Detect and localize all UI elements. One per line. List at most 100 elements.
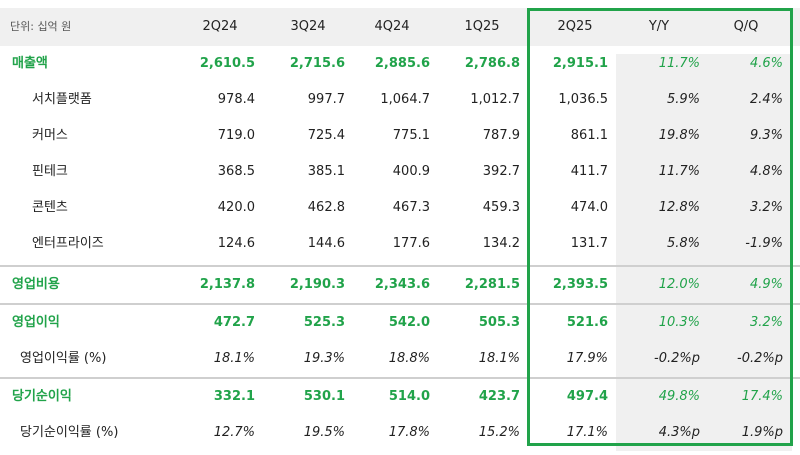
cell-yoy: 19.8% (658, 128, 700, 143)
cell-3q24: 19.3% (303, 351, 345, 366)
cell-1q25: 18.1% (478, 351, 520, 366)
cell-2q24: 332.1 (213, 389, 255, 404)
cell-yoy: 11.7% (658, 56, 700, 71)
cell-4q24: 18.8% (388, 351, 430, 366)
cell-2q25: 521.6 (566, 315, 608, 330)
cell-2q25: 17.9% (566, 351, 608, 366)
cell-2q24: 12.7% (213, 425, 255, 440)
cell-3q24: 2,190.3 (289, 277, 345, 292)
cell-qoq: 3.2% (749, 315, 783, 330)
row-label: 엔터프라이즈 (32, 236, 104, 251)
cell-2q24: 18.1% (213, 351, 255, 366)
cell-1q25: 459.3 (482, 200, 520, 215)
cell-2q24: 368.5 (217, 164, 255, 179)
row-label: 영업비용 (12, 277, 60, 292)
row-label: 핀테크 (32, 164, 68, 179)
cell-2q25: 2,393.5 (552, 277, 608, 292)
cell-1q25: 2,786.8 (464, 56, 520, 71)
col-header-3q24: 3Q24 (290, 19, 326, 34)
cell-yoy: 12.8% (658, 200, 700, 215)
row-label: 매출액 (12, 56, 48, 71)
cell-2q24: 719.0 (217, 128, 255, 143)
row-divider (0, 303, 800, 305)
cell-4q24: 514.0 (388, 389, 430, 404)
row-label: 영업이익 (12, 315, 60, 330)
cell-yoy: 49.8% (658, 389, 700, 404)
cell-2q25: 131.7 (570, 236, 608, 251)
cell-qoq: 4.6% (749, 56, 783, 71)
cell-2q25: 2,915.1 (552, 56, 608, 71)
cell-3q24: 997.7 (307, 92, 345, 107)
cell-qoq: 2.4% (749, 92, 783, 107)
cell-1q25: 505.3 (478, 315, 520, 330)
cell-1q25: 1,012.7 (470, 92, 520, 107)
table-row-revenue: 매출액 2,610.5 2,715.6 2,885.6 2,786.8 2,91… (0, 46, 800, 82)
cell-2q24: 2,610.5 (199, 56, 255, 71)
cell-3q24: 725.4 (307, 128, 345, 143)
cell-4q24: 2,885.6 (374, 56, 430, 71)
cell-yoy: 5.9% (666, 92, 700, 107)
cell-1q25: 423.7 (478, 389, 520, 404)
cell-3q24: 525.3 (303, 315, 345, 330)
cell-4q24: 1,064.7 (380, 92, 430, 107)
cell-4q24: 177.6 (392, 236, 430, 251)
col-header-4q24: 4Q24 (374, 19, 410, 34)
cell-3q24: 2,715.6 (289, 56, 345, 71)
table-row-operating-expense: 영업비용 2,137.8 2,190.3 2,343.6 2,281.5 2,3… (0, 267, 800, 303)
cell-4q24: 775.1 (392, 128, 430, 143)
cell-yoy: 10.3% (658, 315, 700, 330)
cell-2q24: 124.6 (217, 236, 255, 251)
cell-2q25: 1,036.5 (558, 92, 608, 107)
cell-2q25: 497.4 (566, 389, 608, 404)
cell-2q25: 474.0 (570, 200, 608, 215)
cell-1q25: 134.2 (482, 236, 520, 251)
table-row-enterprise: 엔터프라이즈 124.6 144.6 177.6 134.2 131.7 5.8… (0, 226, 800, 262)
cell-yoy: 11.7% (658, 164, 700, 179)
col-header-yoy: Y/Y (648, 19, 670, 34)
cell-2q25: 17.1% (566, 425, 608, 440)
cell-qoq: -1.9% (745, 236, 783, 251)
latest-quarter-highlight (527, 8, 793, 446)
row-label: 당기순이익률 (%) (20, 425, 119, 440)
row-label: 서치플랫폼 (32, 92, 92, 107)
cell-1q25: 392.7 (482, 164, 520, 179)
cell-1q25: 2,281.5 (464, 277, 520, 292)
cell-4q24: 17.8% (388, 425, 430, 440)
cell-yoy: 12.0% (658, 277, 700, 292)
cell-3q24: 144.6 (307, 236, 345, 251)
cell-1q25: 787.9 (482, 128, 520, 143)
cell-qoq: 3.2% (749, 200, 783, 215)
cell-2q25: 861.1 (570, 128, 608, 143)
table-row-operating-margin: 영업이익률 (%) 18.1% 19.3% 18.8% 18.1% 17.9% … (0, 341, 800, 377)
cell-2q25: 411.7 (570, 164, 608, 179)
table-row-operating-profit: 영업이익 472.7 525.3 542.0 505.3 521.6 10.3%… (0, 305, 800, 341)
cell-2q24: 978.4 (217, 92, 255, 107)
cell-3q24: 385.1 (307, 164, 345, 179)
unit-label: 단위: 십억 원 (10, 20, 72, 33)
row-label: 커머스 (32, 128, 68, 143)
cell-4q24: 2,343.6 (374, 277, 430, 292)
table-header: 단위: 십억 원 2Q24 3Q24 4Q24 1Q25 2Q25 Y/Y Q/… (0, 8, 800, 46)
col-header-2q25: 2Q25 (557, 19, 593, 34)
cell-yoy: -0.2%p (654, 351, 700, 366)
cell-qoq: -0.2%p (737, 351, 783, 366)
cell-3q24: 530.1 (303, 389, 345, 404)
table-row-commerce: 커머스 719.0 725.4 775.1 787.9 861.1 19.8% … (0, 118, 800, 154)
row-divider (0, 265, 800, 267)
table-row-fintech: 핀테크 368.5 385.1 400.9 392.7 411.7 11.7% … (0, 154, 800, 190)
row-label: 콘텐츠 (32, 200, 68, 215)
cell-4q24: 467.3 (392, 200, 430, 215)
cell-qoq: 1.9%p (741, 425, 783, 440)
cell-qoq: 9.3% (749, 128, 783, 143)
cell-3q24: 19.5% (303, 425, 345, 440)
cell-2q24: 472.7 (213, 315, 255, 330)
cell-qoq: 4.9% (749, 277, 783, 292)
cell-yoy: 4.3%p (658, 425, 700, 440)
cell-qoq: 17.4% (741, 389, 783, 404)
col-header-qoq: Q/Q (733, 19, 759, 34)
cell-4q24: 400.9 (392, 164, 430, 179)
col-header-2q24: 2Q24 (202, 19, 238, 34)
col-header-1q25: 1Q25 (464, 19, 500, 34)
cell-yoy: 5.8% (666, 236, 700, 251)
cell-3q24: 462.8 (307, 200, 345, 215)
